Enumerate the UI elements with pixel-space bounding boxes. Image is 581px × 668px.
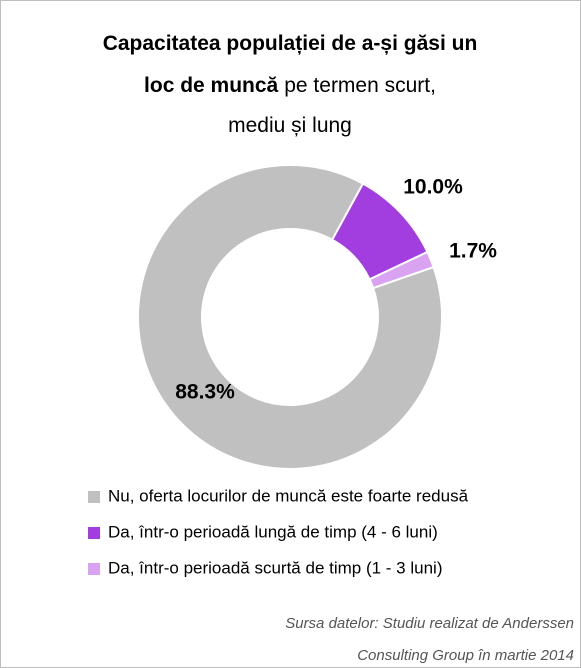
- title-run: Capacitatea populației de a-și găsi un: [103, 32, 478, 55]
- chart-title: loc de muncă pe termen scurt,: [144, 74, 436, 97]
- donut-slice: [368, 250, 435, 290]
- source-note: Consulting Group în martie 2014: [357, 647, 574, 664]
- title-run: mediu și lung: [228, 114, 352, 137]
- legend-swatch: [88, 563, 100, 575]
- data-label: 1.7%: [449, 240, 497, 263]
- donut-slice: [137, 164, 443, 470]
- legend-swatch: [88, 527, 100, 539]
- chart-title: Capacitatea populației de a-și găsi un: [103, 32, 478, 55]
- title-run: pe termen scurt,: [284, 74, 436, 97]
- legend-label: Nu, oferta locurilor de muncă este foart…: [108, 486, 469, 505]
- legend-label: Da, într-o perioadă lungă de timp (4 - 6…: [108, 522, 438, 541]
- legend-label: Da, într-o perioadă scurtă de timp (1 - …: [108, 558, 442, 577]
- data-label: 88.3%: [175, 381, 235, 404]
- title-run: loc de muncă: [144, 74, 279, 97]
- data-label: 10.0%: [403, 176, 463, 199]
- chart-title: mediu și lung: [228, 114, 352, 137]
- source-note: Sursa datelor: Studiu realizat de Anders…: [285, 615, 574, 632]
- legend-swatch: [88, 491, 100, 503]
